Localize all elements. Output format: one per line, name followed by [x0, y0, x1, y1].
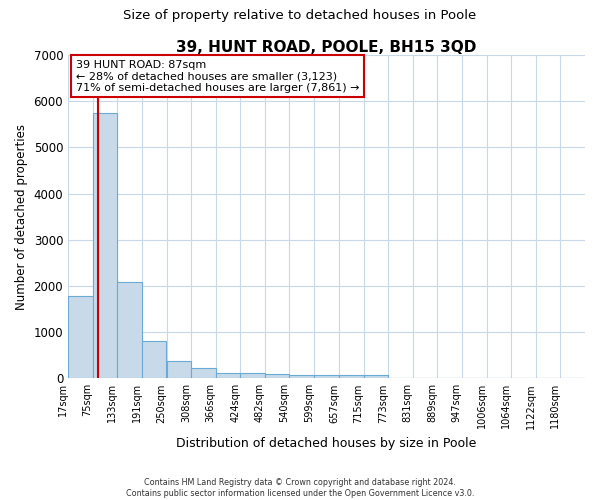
Y-axis label: Number of detached properties: Number of detached properties	[15, 124, 28, 310]
Bar	[68, 296, 92, 378]
Bar	[339, 375, 364, 378]
Bar	[92, 112, 117, 378]
Bar	[314, 375, 339, 378]
Bar	[216, 372, 241, 378]
Bar	[117, 282, 142, 378]
Text: Size of property relative to detached houses in Poole: Size of property relative to detached ho…	[124, 10, 476, 22]
Bar	[289, 375, 314, 378]
Bar	[364, 376, 388, 378]
Text: Contains HM Land Registry data © Crown copyright and database right 2024.
Contai: Contains HM Land Registry data © Crown c…	[126, 478, 474, 498]
Bar	[142, 342, 166, 378]
Title: 39, HUNT ROAD, POOLE, BH15 3QD: 39, HUNT ROAD, POOLE, BH15 3QD	[176, 40, 477, 55]
Bar	[241, 373, 265, 378]
Bar	[191, 368, 216, 378]
X-axis label: Distribution of detached houses by size in Poole: Distribution of detached houses by size …	[176, 437, 477, 450]
Bar	[265, 374, 289, 378]
Bar	[167, 361, 191, 378]
Text: 39 HUNT ROAD: 87sqm
← 28% of detached houses are smaller (3,123)
71% of semi-det: 39 HUNT ROAD: 87sqm ← 28% of detached ho…	[76, 60, 359, 93]
